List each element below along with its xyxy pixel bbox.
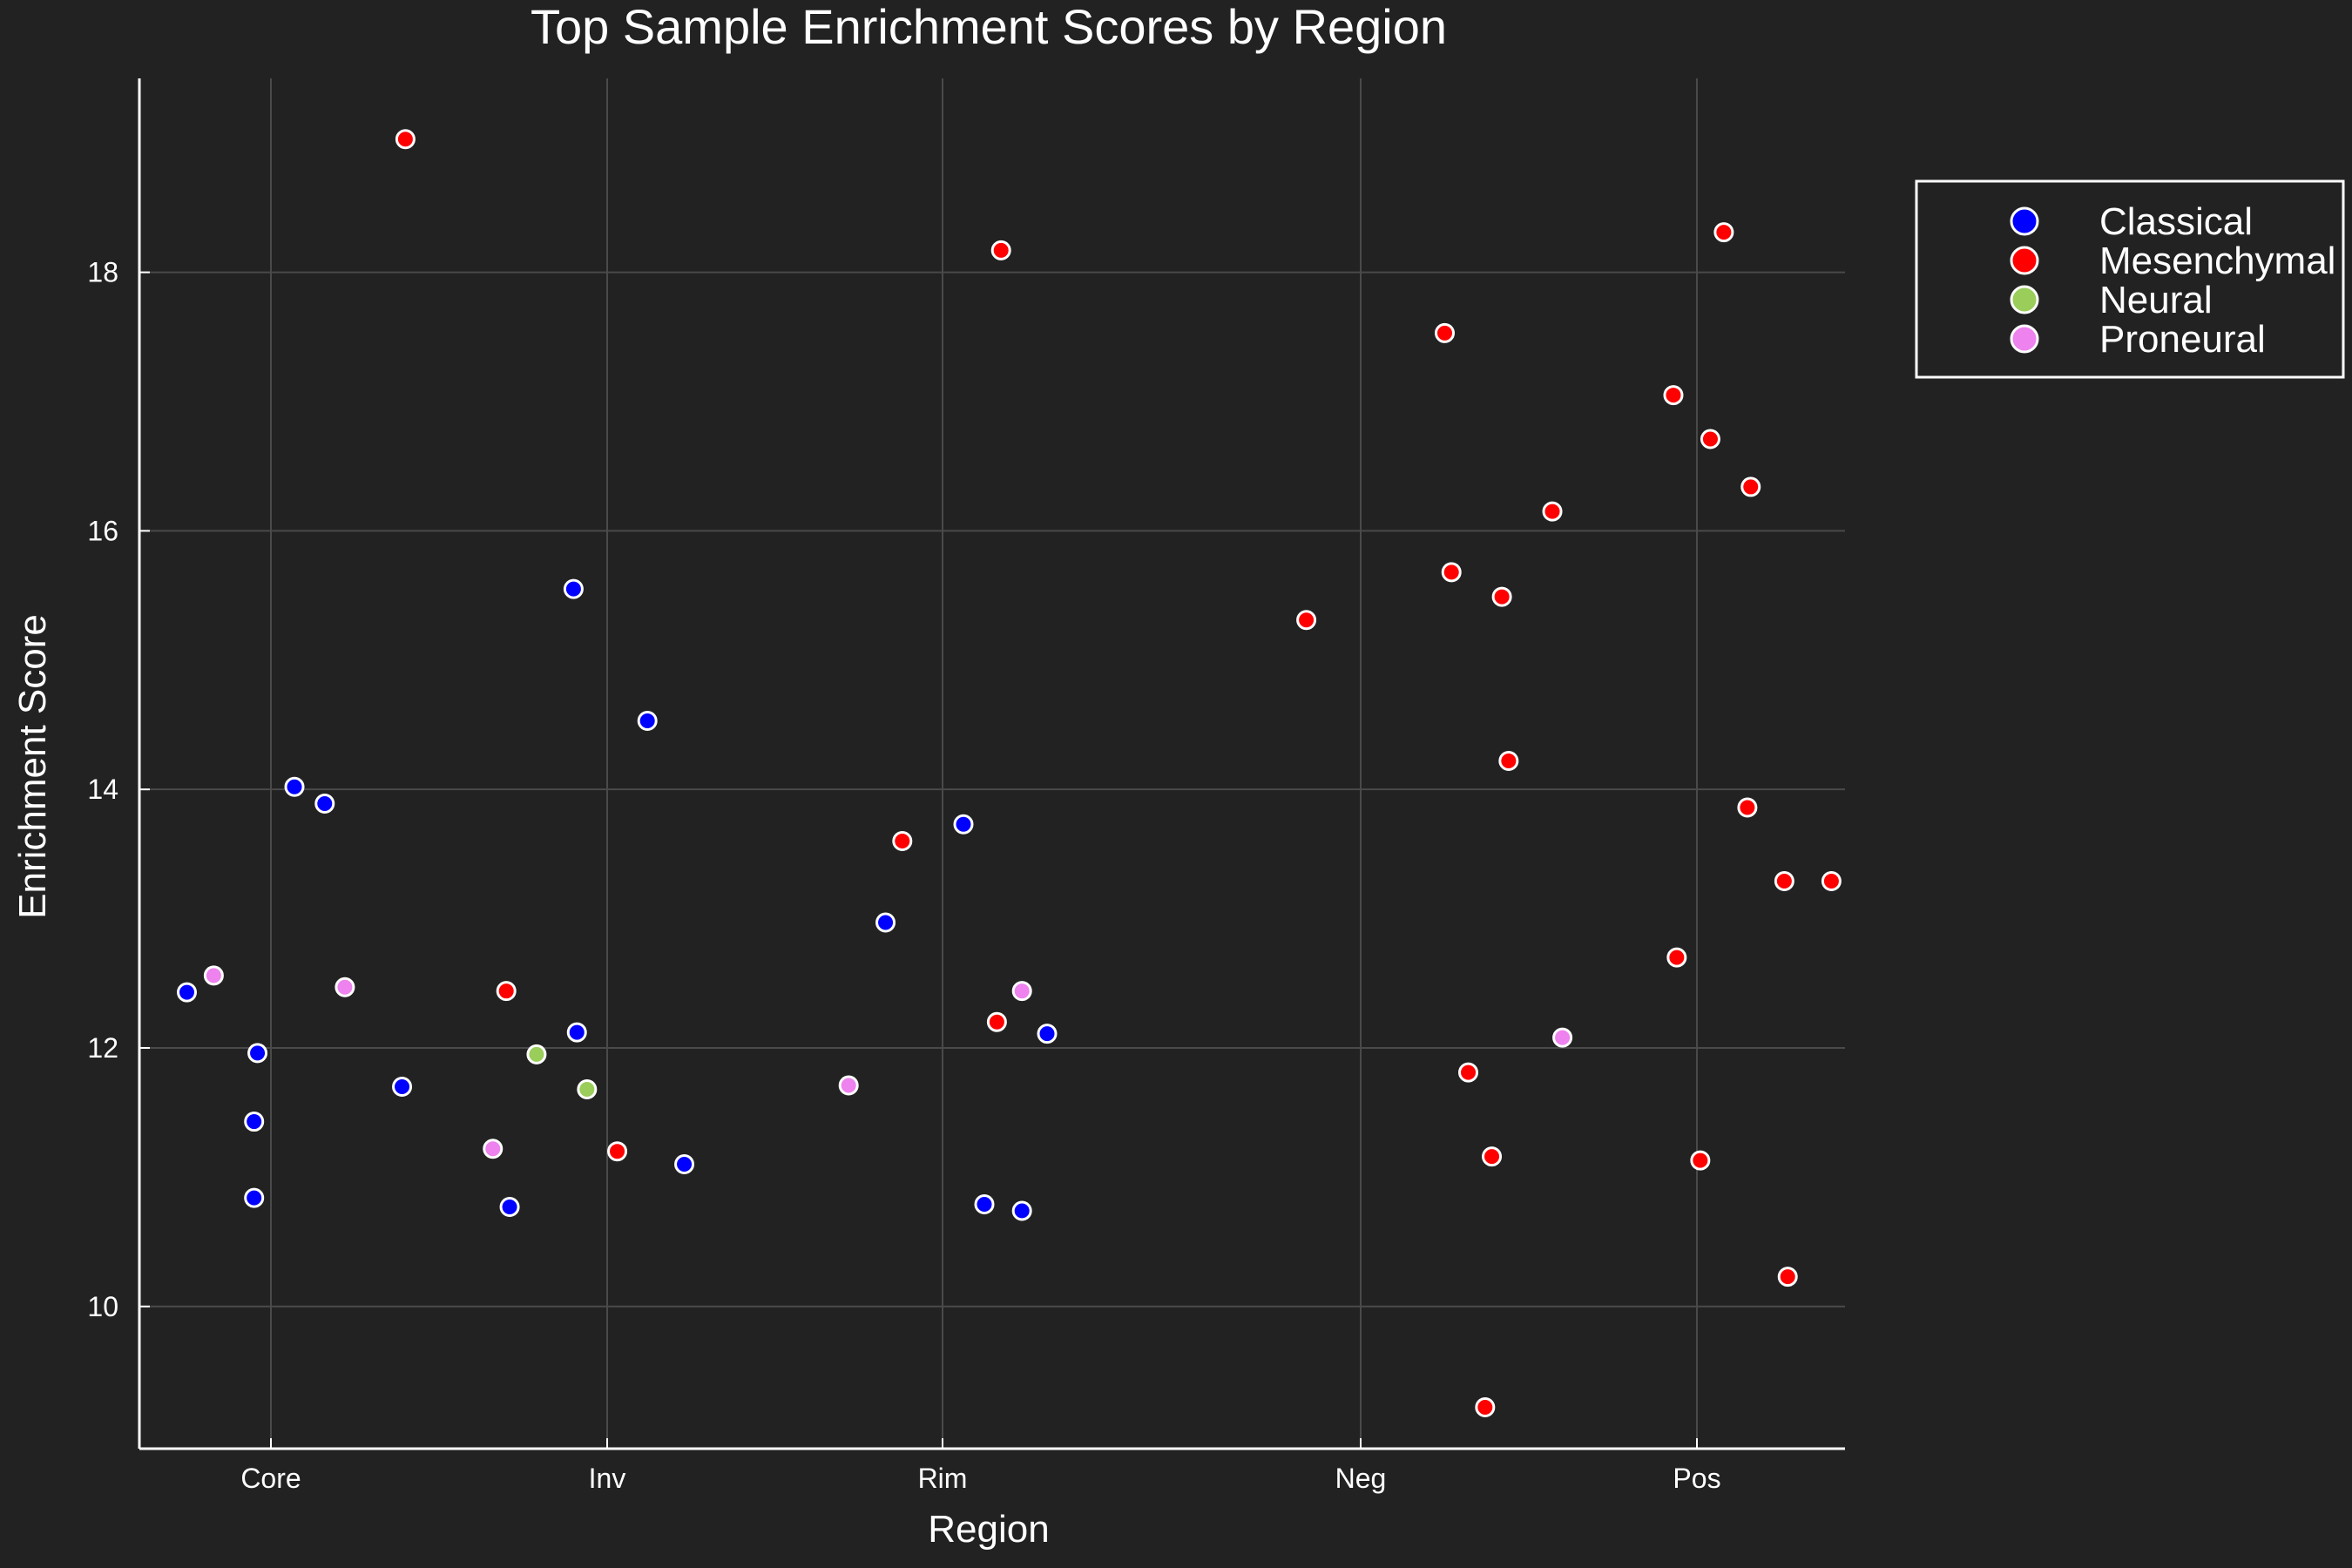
point-mesenchymal bbox=[1482, 1146, 1503, 1167]
point-proneural bbox=[483, 1139, 504, 1159]
point-mesenchymal bbox=[395, 129, 416, 150]
point-mesenchymal bbox=[1441, 562, 1462, 583]
x-tick-label-pos: Pos bbox=[1673, 1463, 1720, 1494]
y-tick-label-10: 10 bbox=[87, 1291, 118, 1322]
point-neural bbox=[526, 1044, 547, 1064]
legend-marker-proneural bbox=[2010, 324, 2039, 354]
point-neural bbox=[577, 1078, 598, 1099]
y-tick-label-14: 14 bbox=[87, 774, 118, 805]
point-mesenchymal bbox=[1777, 1267, 1798, 1288]
point-mesenchymal bbox=[1713, 222, 1734, 243]
point-mesenchymal bbox=[892, 831, 913, 852]
point-mesenchymal bbox=[1690, 1150, 1711, 1171]
point-classical bbox=[1011, 1200, 1032, 1221]
point-mesenchymal bbox=[990, 240, 1011, 260]
point-classical bbox=[314, 794, 335, 814]
x-tick-label-neg: Neg bbox=[1335, 1463, 1387, 1494]
axes bbox=[138, 78, 1845, 1450]
legend-marker-classical bbox=[2010, 206, 2039, 236]
x-tick-label-rim: Rim bbox=[918, 1463, 968, 1494]
legend-label-neural: Neural bbox=[2099, 279, 2213, 321]
legend-label-mesenchymal: Mesenchymal bbox=[2099, 240, 2335, 282]
point-proneural bbox=[1552, 1027, 1573, 1048]
point-mesenchymal bbox=[1475, 1397, 1496, 1418]
y-tick-label-18: 18 bbox=[87, 257, 118, 288]
point-mesenchymal bbox=[1542, 501, 1563, 522]
point-mesenchymal bbox=[1740, 476, 1761, 497]
tick-labels: Core Inv Rim Neg Pos 10 12 14 16 18 bbox=[87, 257, 1720, 1494]
y-tick-label-16: 16 bbox=[87, 515, 118, 546]
x-tick-label-inv: Inv bbox=[589, 1463, 626, 1494]
chart-title: Top Sample Enrichment Scores by Region bbox=[531, 0, 1447, 54]
point-classical bbox=[566, 1022, 587, 1043]
point-mesenchymal bbox=[1700, 429, 1720, 449]
point-mesenchymal bbox=[1435, 322, 1455, 343]
point-proneural bbox=[838, 1075, 859, 1096]
point-classical bbox=[1037, 1024, 1058, 1044]
point-classical bbox=[637, 711, 658, 732]
legend-marker-mesenchymal bbox=[2010, 246, 2039, 275]
y-axis-label: Enrichment Score bbox=[11, 614, 54, 919]
point-mesenchymal bbox=[1774, 871, 1794, 892]
point-proneural bbox=[1011, 981, 1032, 1002]
point-classical bbox=[284, 776, 305, 797]
point-classical bbox=[177, 982, 197, 1003]
point-mesenchymal bbox=[496, 981, 517, 1002]
point-classical bbox=[244, 1187, 265, 1208]
legend-label-classical: Classical bbox=[2099, 200, 2253, 243]
point-classical bbox=[953, 814, 974, 835]
x-tick-label-core: Core bbox=[240, 1463, 301, 1494]
point-classical bbox=[974, 1194, 995, 1215]
point-mesenchymal bbox=[1737, 797, 1758, 818]
point-mesenchymal bbox=[1296, 610, 1317, 631]
point-proneural bbox=[335, 977, 355, 997]
point-classical bbox=[247, 1043, 268, 1064]
x-axis-label: Region bbox=[928, 1508, 1049, 1551]
point-mesenchymal bbox=[1498, 751, 1519, 772]
y-tick-label-12: 12 bbox=[87, 1032, 118, 1064]
point-classical bbox=[499, 1196, 520, 1217]
point-proneural bbox=[203, 965, 224, 986]
point-classical bbox=[674, 1154, 695, 1175]
point-mesenchymal bbox=[1666, 947, 1687, 968]
legend-label-proneural: Proneural bbox=[2099, 318, 2266, 361]
point-classical bbox=[392, 1076, 413, 1097]
grid-lines bbox=[139, 78, 1845, 1449]
data-points bbox=[177, 129, 1842, 1418]
point-classical bbox=[244, 1112, 265, 1132]
point-mesenchymal bbox=[986, 1011, 1007, 1032]
point-mesenchymal bbox=[1458, 1062, 1479, 1083]
point-classical bbox=[563, 578, 584, 599]
legend-marker-neural bbox=[2010, 285, 2039, 314]
point-mesenchymal bbox=[1491, 586, 1512, 607]
point-mesenchymal bbox=[607, 1141, 628, 1162]
point-classical bbox=[875, 912, 896, 933]
legend-box bbox=[1915, 179, 2345, 379]
point-mesenchymal bbox=[1663, 385, 1684, 406]
point-mesenchymal bbox=[1821, 871, 1842, 892]
